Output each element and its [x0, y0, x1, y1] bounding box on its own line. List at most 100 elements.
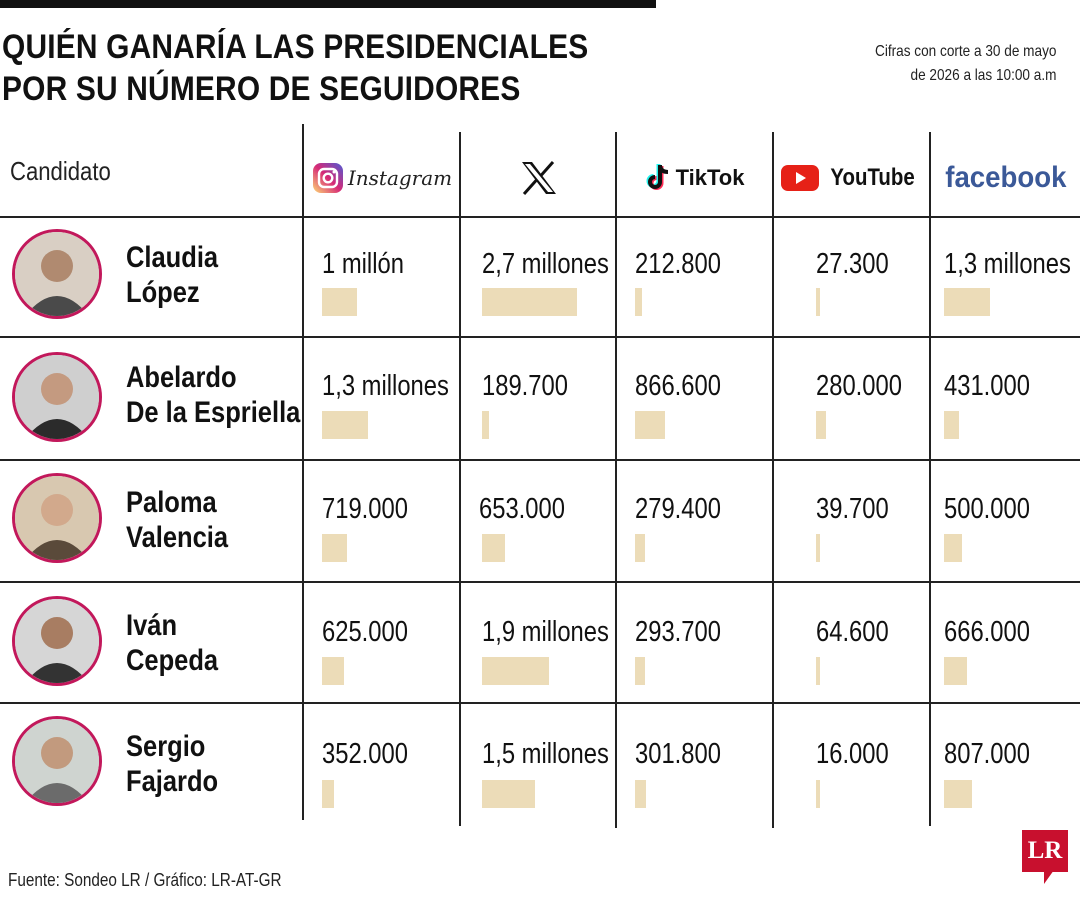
avatar — [12, 596, 102, 686]
value-youtube: 16.000 — [816, 738, 889, 770]
column-divider — [459, 132, 461, 826]
column-divider — [772, 132, 774, 828]
value-facebook: 500.000 — [944, 493, 1030, 525]
value-x: 1,5 millones — [482, 738, 609, 770]
tiktok-icon — [646, 164, 668, 190]
bar-youtube — [816, 411, 826, 439]
bar-youtube — [816, 657, 820, 685]
candidate-name: Abelardo De la Espriella — [126, 360, 300, 430]
value-x: 1,9 millones — [482, 616, 609, 648]
candidate-last-name: Valencia — [126, 521, 229, 554]
avatar — [12, 229, 102, 319]
column-divider — [929, 132, 931, 826]
value-tiktok: 212.800 — [635, 248, 721, 280]
candidate-first-name: Abelardo — [126, 361, 237, 394]
candidate-first-name: Iván — [126, 609, 178, 642]
title-line-1: QUIÉN GANARÍA LAS PRESIDENCIALES — [2, 28, 589, 66]
row-divider — [0, 702, 1080, 704]
candidate-first-name: Paloma — [126, 486, 217, 519]
bar-youtube — [816, 288, 820, 316]
candidate-first-name: Sergio — [126, 730, 206, 763]
value-youtube: 280.000 — [816, 370, 902, 402]
data-cutoff-note: Cifras con corte a 30 de mayo de 2026 a … — [875, 40, 1056, 88]
bar-instagram — [322, 657, 344, 685]
source-note: Fuente: Sondeo LR / Gráfico: LR-AT-GR — [8, 870, 282, 890]
instagram-label: Instagram — [347, 166, 453, 190]
cutoff-line-2: de 2026 a las 10:00 a.m — [910, 67, 1056, 84]
top-rule — [0, 0, 656, 8]
column-divider — [302, 124, 304, 820]
bar-x — [482, 534, 505, 562]
bar-facebook — [944, 411, 960, 439]
candidate-first-name: Claudia — [126, 241, 219, 274]
value-x: 2,7 millones — [482, 248, 609, 280]
lr-logo: LR — [1022, 830, 1068, 872]
value-tiktok: 301.800 — [635, 738, 721, 770]
avatar — [12, 473, 102, 563]
candidate-last-name: López — [126, 276, 200, 309]
column-divider — [615, 132, 617, 828]
value-instagram: 352.000 — [322, 738, 408, 770]
value-tiktok: 279.400 — [635, 493, 721, 525]
bar-youtube — [816, 780, 820, 808]
row-divider — [0, 336, 1080, 338]
table-row: Paloma Valencia 719.000 653.000 279.400 … — [0, 461, 1080, 581]
value-x: 189.700 — [482, 370, 568, 402]
cutoff-line-1: Cifras con corte a 30 de mayo — [874, 43, 1056, 60]
bar-tiktok — [635, 411, 666, 439]
table-row: Sergio Fajardo 352.000 1,5 millones 301.… — [0, 704, 1080, 824]
person-icon — [15, 232, 99, 316]
x-logo-icon — [522, 161, 556, 195]
bar-facebook — [944, 534, 962, 562]
avatar — [12, 716, 102, 806]
header-x — [462, 140, 616, 216]
table-row: Claudia López 1 millón 2,7 millones 212.… — [0, 218, 1080, 338]
value-facebook: 807.000 — [944, 738, 1030, 770]
facebook-label: facebook — [945, 161, 1067, 194]
row-divider — [0, 581, 1080, 583]
value-instagram: 1 millón — [322, 248, 404, 280]
bar-youtube — [816, 534, 820, 562]
bar-x — [482, 657, 549, 685]
avatar — [12, 352, 102, 442]
bar-facebook — [944, 288, 990, 316]
youtube-icon — [781, 165, 820, 191]
bar-x — [482, 411, 489, 439]
candidate-name: Iván Cepeda — [126, 608, 218, 678]
bar-instagram — [322, 534, 348, 562]
bar-x — [482, 288, 577, 316]
header-youtube: YouTube — [774, 140, 930, 216]
bar-instagram — [322, 780, 335, 808]
candidate-name: Sergio Fajardo — [126, 729, 218, 799]
header-tiktok: TikTok — [618, 140, 772, 216]
lr-logo-tail — [1044, 870, 1054, 884]
bar-tiktok — [635, 780, 646, 808]
value-facebook: 431.000 — [944, 370, 1030, 402]
value-youtube: 39.700 — [816, 493, 889, 525]
value-x: 653.000 — [479, 493, 565, 525]
table-row: Iván Cepeda 625.000 1,9 millones 293.700… — [0, 583, 1080, 703]
value-facebook: 666.000 — [944, 616, 1030, 648]
candidate-last-name: De la Espriella — [126, 396, 301, 429]
value-instagram: 719.000 — [322, 493, 408, 525]
person-icon — [15, 476, 99, 560]
bar-tiktok — [635, 657, 646, 685]
bar-tiktok — [635, 288, 643, 316]
row-divider — [0, 459, 1080, 461]
value-tiktok: 293.700 — [635, 616, 721, 648]
candidate-last-name: Fajardo — [126, 765, 219, 798]
value-instagram: 625.000 — [322, 616, 408, 648]
candidate-last-name: Cepeda — [126, 644, 219, 677]
value-tiktok: 866.600 — [635, 370, 721, 402]
bar-facebook — [944, 780, 973, 808]
row-divider — [0, 216, 1080, 218]
youtube-label: YouTube — [830, 164, 916, 191]
header-instagram: Instagram — [304, 140, 460, 216]
candidate-name: Paloma Valencia — [126, 485, 228, 555]
person-icon — [15, 599, 99, 683]
instagram-icon — [312, 163, 343, 193]
value-youtube: 64.600 — [816, 616, 889, 648]
tiktok-label: TikTok — [675, 165, 745, 190]
bar-instagram — [322, 411, 368, 439]
value-youtube: 27.300 — [816, 248, 889, 280]
